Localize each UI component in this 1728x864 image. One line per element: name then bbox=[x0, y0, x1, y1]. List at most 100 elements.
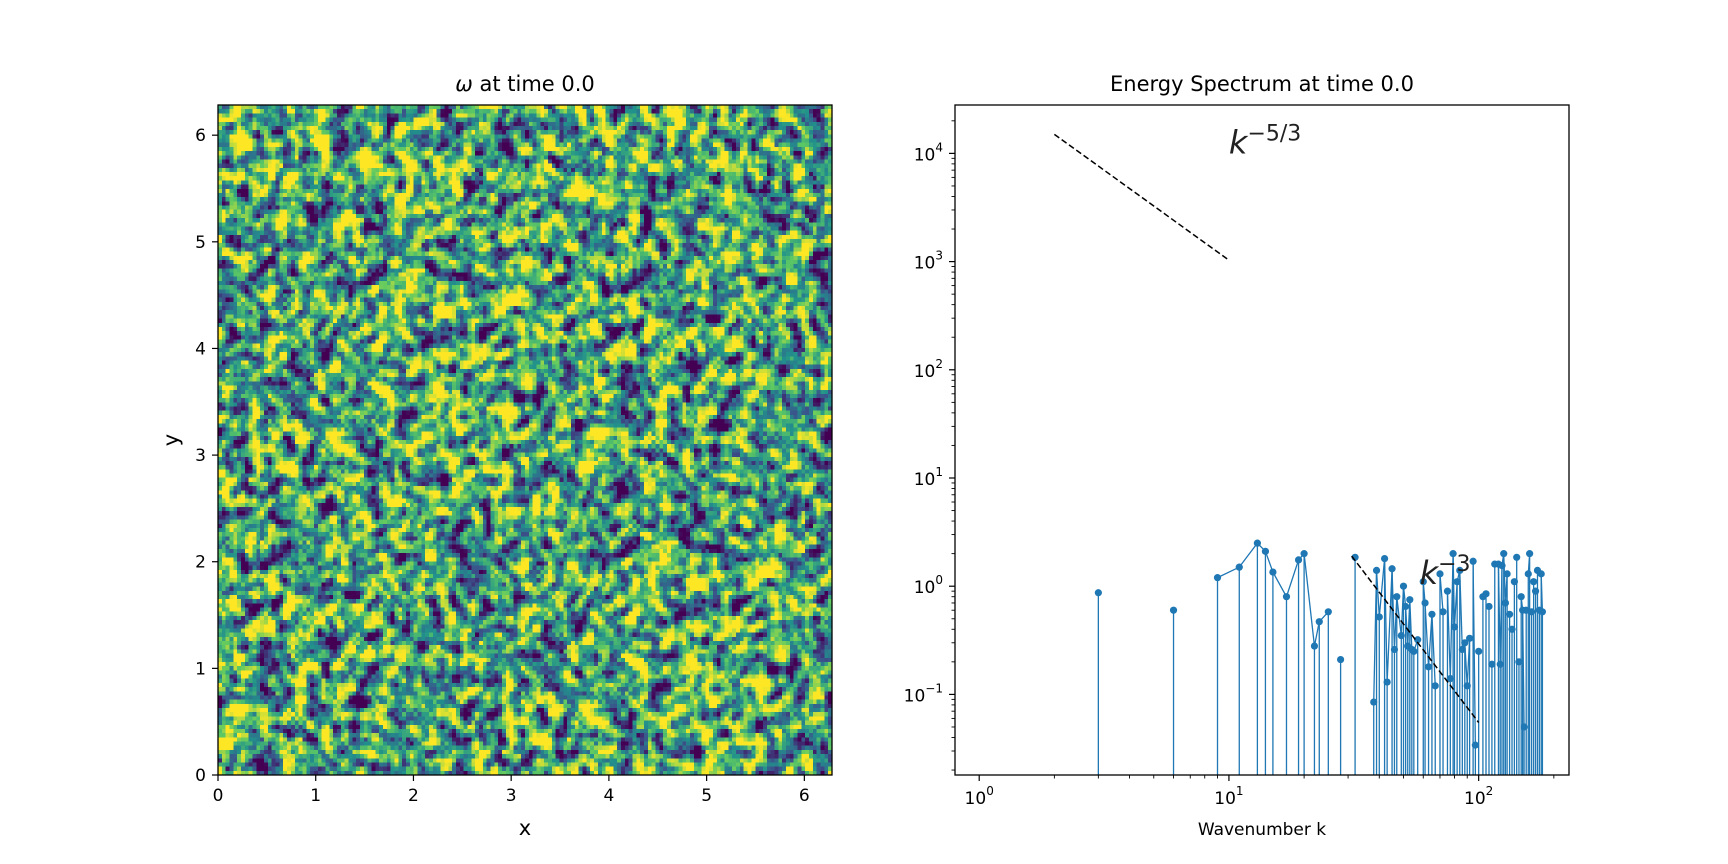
spectrum-data-point bbox=[1461, 639, 1469, 647]
spectrum-data-point bbox=[1393, 593, 1401, 601]
vorticity-x-tick-label: 1 bbox=[310, 786, 321, 806]
spectrum-data-point bbox=[1453, 578, 1461, 586]
spectrum-y-tick-label: 101 bbox=[914, 465, 943, 490]
spectrum-data-point bbox=[1466, 634, 1474, 642]
spectrum-data-point bbox=[1513, 553, 1521, 561]
spectrum-plot-frame bbox=[954, 104, 1570, 776]
spectrum-data-point bbox=[1500, 550, 1508, 558]
spectrum-y-tick-label: 10−1 bbox=[904, 681, 943, 706]
vorticity-x-tick-label: 4 bbox=[603, 786, 614, 806]
spectrum-data-point bbox=[1503, 570, 1511, 578]
reference-label-k-3: k−3 bbox=[1420, 552, 1471, 592]
spectrum-data-point bbox=[1475, 647, 1483, 655]
spectrum-data-point bbox=[1372, 566, 1381, 574]
spectrum-data-point bbox=[1390, 645, 1399, 654]
spectrum-data-point bbox=[1406, 596, 1414, 604]
spectrum-data-point bbox=[1531, 587, 1540, 595]
spectrum-y-tick-label: 100 bbox=[914, 573, 943, 598]
spectrum-x-ticks: 100 101 102 bbox=[965, 775, 1555, 809]
vorticity-y-tick-label: 4 bbox=[195, 339, 206, 359]
vorticity-field-image bbox=[218, 105, 832, 775]
reference-line-k-3 bbox=[1351, 555, 1480, 723]
spectrum-data-point bbox=[1515, 658, 1523, 666]
spectrum-data-point bbox=[1370, 698, 1378, 706]
spectrum-x-tick-label: 101 bbox=[1214, 784, 1243, 809]
vorticity-x-ticks: 0 1 2 3 4 5 6 bbox=[213, 775, 810, 806]
spectrum-data-point bbox=[1419, 578, 1427, 586]
spectrum-data-point bbox=[1410, 647, 1418, 655]
spectrum-data-point bbox=[1383, 678, 1391, 686]
spectrum-y-tick-label: 102 bbox=[914, 357, 943, 382]
spectrum-y-ticks: 10−1 100 101 102 103 104 bbox=[904, 120, 955, 771]
reference-label-k-5-3: k−5/3 bbox=[1229, 121, 1301, 161]
spectrum-data-point bbox=[1380, 554, 1389, 563]
spectrum-data-point bbox=[1315, 618, 1323, 626]
spectrum-data-point bbox=[1375, 613, 1383, 621]
vorticity-y-tick-label: 5 bbox=[195, 233, 206, 253]
spectrum-data-point bbox=[1505, 610, 1514, 618]
vorticity-title: ω at time 0.0 bbox=[455, 72, 595, 96]
spectrum-data-point bbox=[1282, 593, 1291, 601]
spectrum-data-point bbox=[1524, 570, 1532, 578]
spectrum-data-point bbox=[1253, 539, 1261, 547]
spectrum-data-point bbox=[1414, 636, 1422, 644]
vorticity-x-tick-label: 6 bbox=[799, 786, 810, 806]
spectrum-data-point bbox=[1428, 610, 1436, 618]
spectrum-data-point bbox=[1324, 608, 1332, 616]
spectrum-data-point bbox=[1458, 645, 1466, 654]
vorticity-title-symbol: ω bbox=[455, 72, 473, 96]
spectrum-data-point bbox=[1443, 587, 1452, 595]
reference-line-k-5-3 bbox=[1053, 133, 1230, 261]
spectrum-data-point bbox=[1421, 599, 1429, 607]
spectrum-data-point bbox=[1449, 550, 1457, 558]
spectrum-data-point bbox=[1436, 570, 1444, 578]
vorticity-x-axis-label: x bbox=[519, 816, 531, 840]
spectrum-data-point bbox=[1538, 608, 1547, 616]
vorticity-title-text: at time 0.0 bbox=[473, 72, 595, 96]
spectrum-data-point bbox=[1482, 590, 1490, 598]
spectrum-data-point bbox=[1337, 655, 1345, 664]
spectrum-data-point bbox=[1469, 557, 1477, 565]
spectrum-y-tick-label: 104 bbox=[914, 140, 943, 165]
spectrum-x-tick-label: 100 bbox=[965, 784, 994, 809]
spectrum-data-point bbox=[1431, 682, 1439, 690]
spectrum-data-point bbox=[1520, 723, 1528, 731]
spectrum-data-point bbox=[1530, 578, 1538, 586]
spectrum-data-point bbox=[1508, 625, 1516, 633]
spectrum-data-point bbox=[1522, 606, 1530, 614]
spectrum-data-point bbox=[1439, 608, 1447, 616]
vorticity-x-tick-label: 5 bbox=[701, 786, 712, 806]
spectrum-data-point bbox=[1528, 608, 1536, 616]
spectrum-data-point bbox=[1402, 602, 1410, 611]
vorticity-plot-frame bbox=[217, 104, 833, 776]
spectrum-data-point bbox=[1094, 589, 1102, 597]
spectrum-data-point bbox=[1526, 550, 1534, 558]
spectrum-data-point bbox=[1300, 550, 1308, 558]
spectrum-data-point bbox=[1510, 578, 1518, 586]
spectrum-panel: Energy Spectrum at time 0.0 k−5/3 k−3 100… bbox=[904, 72, 1570, 840]
spectrum-y-tick-label: 103 bbox=[914, 249, 943, 274]
vorticity-y-tick-label: 0 bbox=[195, 766, 206, 786]
vorticity-y-axis-label: y bbox=[159, 434, 183, 446]
spectrum-data-point bbox=[1397, 631, 1405, 640]
vorticity-x-tick-label: 0 bbox=[213, 786, 224, 806]
spectrum-data-point bbox=[1498, 562, 1506, 570]
spectrum-data-point bbox=[1501, 599, 1510, 607]
spectrum-data-point bbox=[1269, 568, 1277, 576]
spectrum-series-line bbox=[1217, 542, 1544, 746]
spectrum-data-point bbox=[1488, 660, 1496, 668]
spectrum-data-point bbox=[1463, 682, 1471, 690]
vorticity-x-tick-label: 3 bbox=[506, 786, 517, 806]
spectrum-data-point bbox=[1235, 563, 1243, 571]
spectrum-data-point bbox=[1399, 582, 1408, 590]
spectrum-data-point bbox=[1388, 565, 1396, 573]
spectrum-data-point bbox=[1450, 623, 1459, 631]
spectrum-title: Energy Spectrum at time 0.0 bbox=[1110, 72, 1414, 96]
vorticity-y-tick-label: 2 bbox=[195, 553, 206, 573]
spectrum-data-point bbox=[1261, 547, 1270, 555]
spectrum-data-point bbox=[1537, 570, 1545, 578]
spectrum-data-point bbox=[1517, 593, 1525, 601]
vorticity-field bbox=[218, 105, 832, 775]
vorticity-y-tick-label: 3 bbox=[195, 446, 206, 466]
